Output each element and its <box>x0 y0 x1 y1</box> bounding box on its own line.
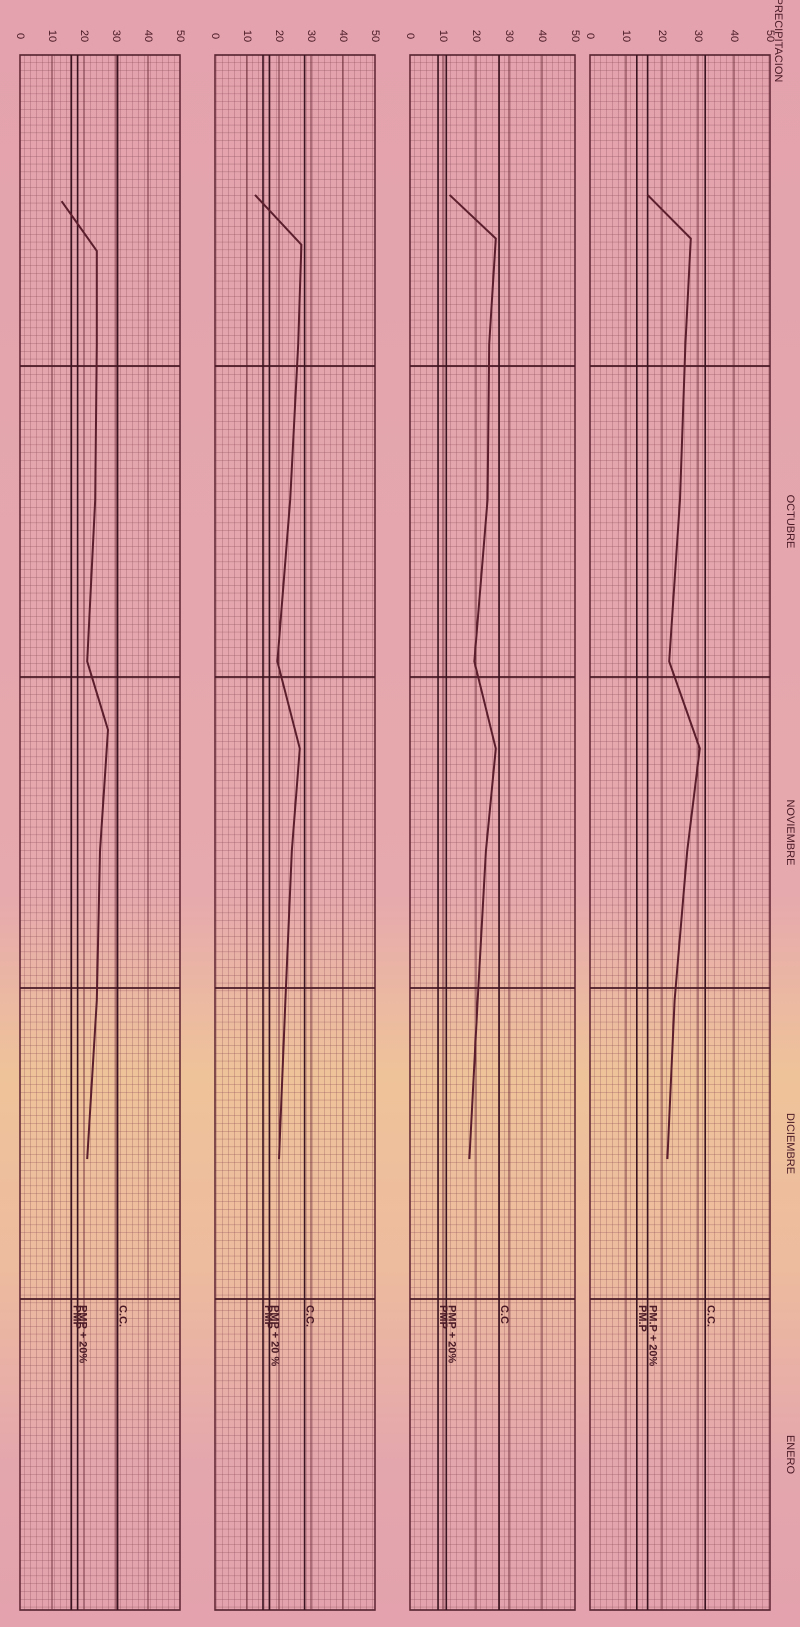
reference-label: C.C. <box>117 1305 129 1327</box>
month-label: OCTUBRE <box>784 495 796 549</box>
value-tick-label: 30 <box>503 30 515 42</box>
data-line <box>448 194 497 1160</box>
value-tick-label: 50 <box>369 30 381 42</box>
panel-grid <box>214 54 376 1611</box>
reference-label: PMP + 20 % <box>268 1305 280 1366</box>
value-tick-label: 30 <box>305 30 317 42</box>
value-tick-label: 10 <box>437 30 449 42</box>
reference-label: C.C. <box>304 1305 316 1327</box>
month-label: ENERO <box>784 1435 796 1475</box>
panel-grid <box>19 54 181 1611</box>
month-label: DICIEMBRE <box>784 1113 796 1174</box>
panel: 0 10 20 30 40 50 C.C PMP + 20%PMP <box>404 30 581 1611</box>
data-line <box>646 194 701 1160</box>
value-tick-label: 50 <box>569 30 581 42</box>
month-label: NOVIEMBRE <box>784 799 796 865</box>
reference-label: PMP <box>262 1305 274 1329</box>
reference-label: PMP <box>437 1305 449 1329</box>
value-tick-label: 30 <box>692 30 704 42</box>
reference-label: C.C <box>498 1305 510 1324</box>
chart-title: PRECIPITACION <box>772 0 784 82</box>
value-tick-label: 0 <box>584 33 596 39</box>
panel-grid <box>589 54 771 1611</box>
reference-label: PM.P <box>636 1305 648 1332</box>
value-tick-label: 20 <box>656 30 668 42</box>
value-tick-label: 50 <box>174 30 186 42</box>
reference-label: C.C. <box>704 1305 716 1327</box>
value-tick-label: 10 <box>620 30 632 42</box>
reference-label: PMP <box>70 1305 82 1329</box>
value-tick-label: 40 <box>536 30 548 42</box>
value-tick-label: 10 <box>241 30 253 42</box>
value-tick-label: 20 <box>78 30 90 42</box>
value-tick-label: 50 <box>764 30 776 42</box>
panel: 0 10 20 30 40 50 C.C. PM.P + 20%PM.P <box>584 30 776 1611</box>
data-line <box>60 200 110 1160</box>
value-tick-label: 0 <box>14 33 26 39</box>
value-tick-label: 20 <box>273 30 285 42</box>
data-line <box>254 194 303 1160</box>
value-tick-label: 0 <box>209 33 221 39</box>
value-tick-label: 40 <box>337 30 349 42</box>
reference-label: PMP + 20% <box>77 1305 89 1363</box>
value-tick-label: 40 <box>728 30 740 42</box>
reference-label: PM.P + 20% <box>647 1305 659 1366</box>
value-tick-label: 30 <box>110 30 122 42</box>
value-tick-label: 20 <box>470 30 482 42</box>
panel: 0 10 20 30 40 50 C.C. PMP + 20 %PMP <box>209 30 381 1611</box>
value-tick-label: 10 <box>46 30 58 42</box>
value-tick-label: 40 <box>142 30 154 42</box>
panel: 0 10 20 30 40 50 C.C. PMP + 20%PMP <box>14 30 186 1611</box>
value-tick-label: 0 <box>404 33 416 39</box>
reference-label: PMP + 20% <box>445 1305 457 1363</box>
